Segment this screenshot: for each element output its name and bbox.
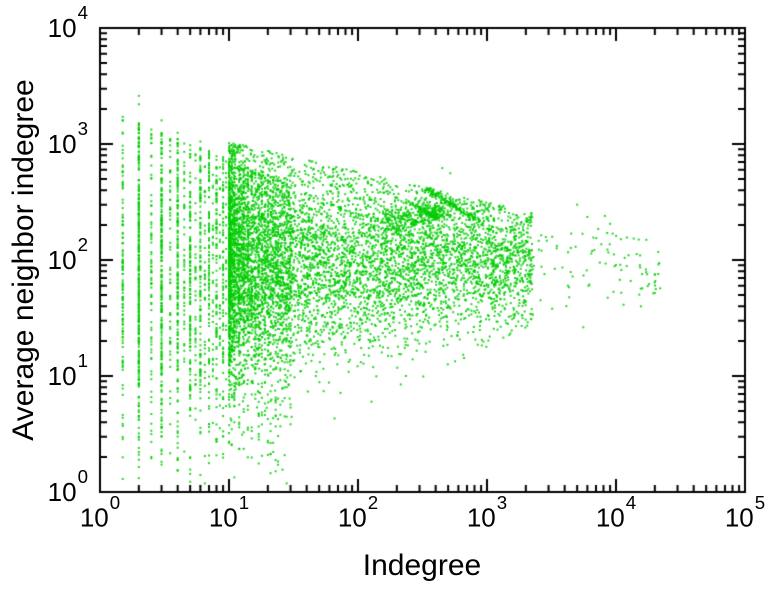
x-tick-label: 102 <box>337 491 379 533</box>
x-tick-label: 101 <box>208 491 250 533</box>
y-tick-label: 100 <box>47 465 88 507</box>
x-tick-label: 100 <box>79 491 121 533</box>
x-axis-label: Indegree <box>362 549 482 582</box>
x-tick-label: 105 <box>724 491 766 533</box>
y-tick-label: 103 <box>47 117 88 159</box>
x-tick-label: 103 <box>466 491 508 533</box>
y-tick-label: 101 <box>47 349 88 391</box>
x-tick-label: 104 <box>595 491 637 533</box>
y-tick-label: 104 <box>47 1 88 43</box>
y-tick-label: 102 <box>47 233 88 275</box>
y-axis-label: Average neighbor indegree <box>7 79 40 441</box>
